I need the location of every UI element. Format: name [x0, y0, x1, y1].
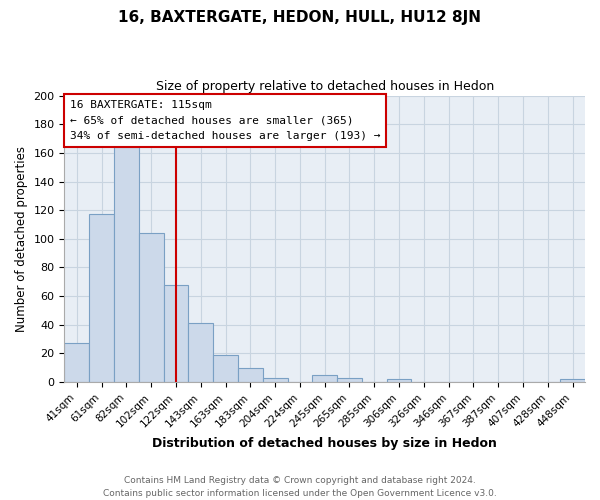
Bar: [64, 344, 89, 382]
Text: Contains HM Land Registry data © Crown copyright and database right 2024.
Contai: Contains HM Land Registry data © Crown c…: [103, 476, 497, 498]
Bar: [560, 379, 585, 382]
Bar: [188, 324, 213, 382]
Bar: [139, 233, 164, 382]
Bar: [164, 284, 188, 382]
Text: 16, BAXTERGATE, HEDON, HULL, HU12 8JN: 16, BAXTERGATE, HEDON, HULL, HU12 8JN: [119, 10, 482, 25]
Bar: [337, 378, 362, 382]
X-axis label: Distribution of detached houses by size in Hedon: Distribution of detached houses by size …: [152, 437, 497, 450]
Title: Size of property relative to detached houses in Hedon: Size of property relative to detached ho…: [155, 80, 494, 93]
Bar: [263, 378, 287, 382]
Text: 16 BAXTERGATE: 115sqm
← 65% of detached houses are smaller (365)
34% of semi-det: 16 BAXTERGATE: 115sqm ← 65% of detached …: [70, 100, 380, 141]
Bar: [89, 214, 114, 382]
Bar: [386, 379, 412, 382]
Bar: [238, 368, 263, 382]
Bar: [114, 147, 139, 382]
Bar: [213, 355, 238, 382]
Bar: [313, 375, 337, 382]
Y-axis label: Number of detached properties: Number of detached properties: [15, 146, 28, 332]
